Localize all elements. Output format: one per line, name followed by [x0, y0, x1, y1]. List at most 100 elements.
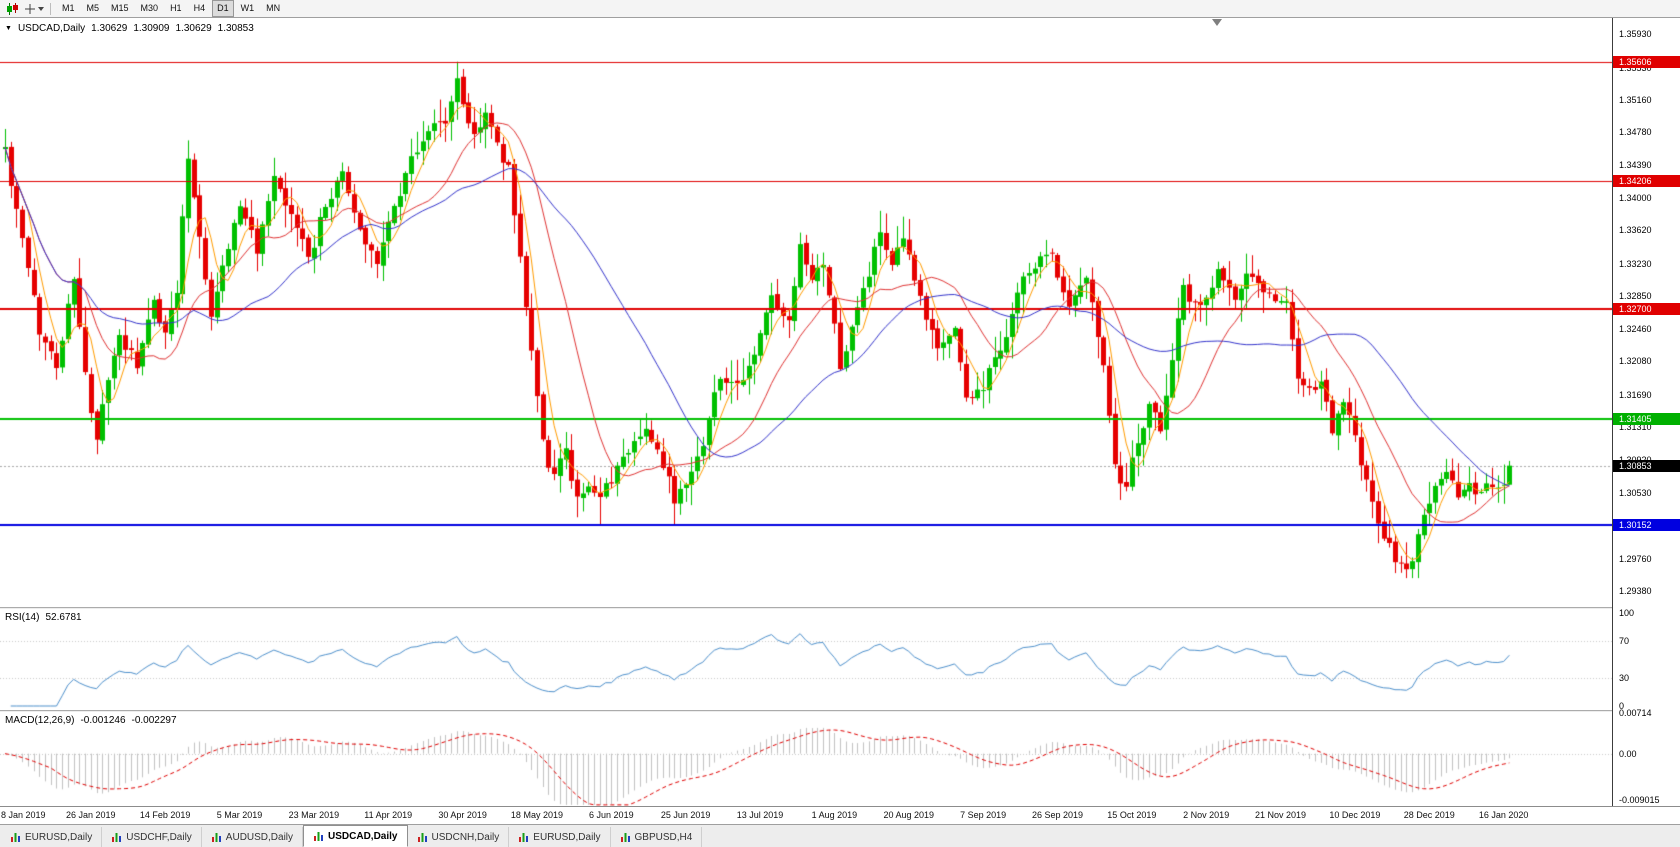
time-axis-label: 10 Dec 2019	[1329, 810, 1381, 820]
time-axis-label: 15 Oct 2019	[1107, 810, 1157, 820]
level-price-badge[interactable]: 1.32700	[1613, 302, 1680, 315]
price-axis-label: 1.34000	[1619, 193, 1652, 204]
time-axis-label: 11 Apr 2019	[364, 810, 413, 820]
chart-tab-usdcad-daily[interactable]: USDCAD,Daily	[303, 825, 408, 847]
chart-tab-eurusd-daily[interactable]: EURUSD,Daily	[1, 827, 103, 847]
candlestick-chart-icon	[7, 2, 18, 15]
price-axis-label: 1.35160	[1619, 94, 1652, 105]
time-axis-label: 2 Nov 2019	[1183, 810, 1230, 820]
timeframe-button-d1[interactable]: D1	[212, 0, 234, 17]
price-axis-label: 1.31690	[1619, 389, 1652, 400]
symbol-period-label: USDCAD,Daily	[17, 23, 86, 34]
timeframe-button-m5[interactable]: M5	[86, 3, 100, 13]
time-axis-label: 26 Jan 2019	[66, 810, 116, 820]
time-axis-label: 21 Nov 2019	[1255, 810, 1307, 820]
price-axis-label: 1.32460	[1619, 324, 1652, 335]
high-value: 1.30909	[133, 23, 170, 34]
chart-tabbar: EURUSD,Daily USDCHF,Daily AUDUSD,Daily USDC…	[0, 824, 1680, 847]
macd-axis-label: 0.00714	[1619, 708, 1652, 719]
tab-chart-icon	[314, 831, 324, 841]
toolbar-separator	[50, 2, 51, 15]
timeframe-button-w1[interactable]: W1	[240, 3, 255, 13]
timeframe-button-m15[interactable]: M15	[111, 3, 129, 13]
tab-label: AUDUSD,Daily	[225, 831, 294, 843]
timeframe-button-m1[interactable]: M1	[62, 3, 75, 13]
time-axis-label: 23 Mar 2019	[288, 810, 340, 820]
rsi-axis-label: 70	[1619, 635, 1630, 646]
macd-axis-label: 0.00	[1619, 748, 1637, 759]
chart-tab-usdchf-daily[interactable]: USDCHF,Daily	[102, 827, 202, 847]
price-axis-label: 1.34780	[1619, 126, 1652, 137]
pane-separator-rsi[interactable]	[0, 607, 1680, 609]
chart-region: ▼ USDCAD,Daily 1.30629 1.30909 1.30629 1…	[0, 18, 1680, 824]
tab-chart-icon	[211, 832, 221, 842]
timeframe-button-mn[interactable]: MN	[266, 3, 281, 13]
time-scale[interactable]: 8 Jan 2019 26 Jan 2019 14 Feb 2019 5 Mar 20…	[0, 806, 1680, 824]
timeframe-group: M1 M5 M15 M30 H1 H4 D1 W1 MN	[57, 0, 285, 17]
macd-axis-label: -0.009015	[1619, 795, 1660, 805]
price-axis-label: 1.33620	[1619, 225, 1652, 236]
price-axis-label: 1.34390	[1619, 160, 1652, 171]
price-axis-label: 1.29760	[1619, 553, 1652, 564]
tab-label: USDCHF,Daily	[126, 831, 192, 843]
time-axis-label: 13 Jul 2019	[736, 810, 784, 820]
chart-ohlc-header: ▼ USDCAD,Daily 1.30629 1.30909 1.30629 1…	[5, 23, 254, 35]
price-axis-label: 1.32080	[1619, 356, 1652, 367]
tab-label: EURUSD,Daily	[533, 831, 601, 843]
rsi-header: RSI(14) 52.6781	[5, 612, 82, 623]
rsi-axis-label: 0	[1619, 701, 1625, 711]
tab-label: EURUSD,Daily	[25, 831, 93, 843]
cursor-tool-button[interactable]	[24, 1, 44, 17]
price-axis-label: 1.30530	[1619, 488, 1652, 499]
timeframe-button-m30[interactable]: M30	[140, 3, 159, 13]
tab-chart-icon	[112, 832, 122, 842]
level-price-badge[interactable]: 1.31405	[1613, 412, 1680, 425]
tab-label: USDCAD,Daily	[328, 830, 398, 842]
collapse-ohlc-icon[interactable]: ▼	[5, 25, 12, 32]
time-axis-label: 20 Aug 2019	[883, 810, 935, 820]
level-price-badge[interactable]: 1.35606	[1613, 55, 1680, 68]
level-price-badge[interactable]: 1.34206	[1613, 174, 1680, 187]
open-value: 1.30629	[91, 23, 128, 34]
chart-shift-marker[interactable]	[1212, 19, 1222, 26]
price-axis-label: 1.35930	[1619, 29, 1652, 40]
pane-separator-macd[interactable]	[0, 710, 1680, 712]
rsi-title: RSI(14)	[5, 612, 40, 623]
timeframe-button-h4[interactable]: H4	[193, 3, 206, 13]
tab-chart-icon	[11, 832, 20, 842]
chart-tab-eurusd-daily[interactable]: EURUSD,Daily	[509, 827, 611, 847]
rsi-axis-label: 30	[1619, 673, 1630, 684]
price-axis-label: 1.31310	[1619, 421, 1652, 432]
time-axis-label: 28 Dec 2019	[1403, 810, 1455, 820]
timeframe-button-h1[interactable]: H1	[170, 3, 182, 13]
chart-tab-audusd-daily[interactable]: AUDUSD,Daily	[202, 827, 304, 847]
time-axis-label: 16 Jan 2020	[1478, 810, 1529, 820]
time-axis-label: 14 Feb 2019	[139, 810, 191, 820]
chart-tab-gbpusd-h4[interactable]: GBPUSD,H4	[611, 827, 703, 847]
tab-chart-icon	[519, 832, 529, 842]
rsi-axis-label: 100	[1619, 608, 1635, 618]
price-axis-label: 1.33230	[1619, 258, 1652, 269]
rsi-value: 52.6781	[45, 612, 82, 623]
tab-chart-icon	[620, 832, 630, 842]
level-price-badge[interactable]: 1.30152	[1613, 519, 1680, 532]
price-axis-label: 1.29380	[1619, 585, 1652, 596]
time-axis-label: 1 Aug 2019	[811, 810, 858, 820]
macd-signal-value: -0.002297	[131, 715, 177, 726]
tab-chart-icon	[417, 832, 427, 842]
tab-label: USDCNH,Daily	[431, 831, 500, 843]
low-value: 1.30629	[175, 23, 212, 34]
tab-label: GBPUSD,H4	[634, 831, 693, 843]
macd-header: MACD(12,26,9) -0.001246 -0.002297	[5, 715, 177, 726]
time-axis-label: 25 Jun 2019	[660, 810, 711, 820]
price-chart-canvas[interactable]	[0, 18, 1612, 806]
price-axis-label: 1.32850	[1619, 290, 1652, 301]
time-axis-label: 7 Sep 2019	[960, 810, 1007, 820]
time-axis-label: 18 May 2019	[510, 810, 563, 820]
price-axis-label: 1.35530	[1619, 63, 1652, 74]
chart-tab-usdcnh-daily[interactable]: USDCNH,Daily	[408, 827, 510, 847]
price-scale[interactable]: 1.35930 1.35530 1.35160 1.34780 1.34390 1.340…	[1612, 18, 1680, 806]
candlestick-chart-button[interactable]	[3, 1, 23, 17]
macd-main-value: -0.001246	[80, 715, 126, 726]
